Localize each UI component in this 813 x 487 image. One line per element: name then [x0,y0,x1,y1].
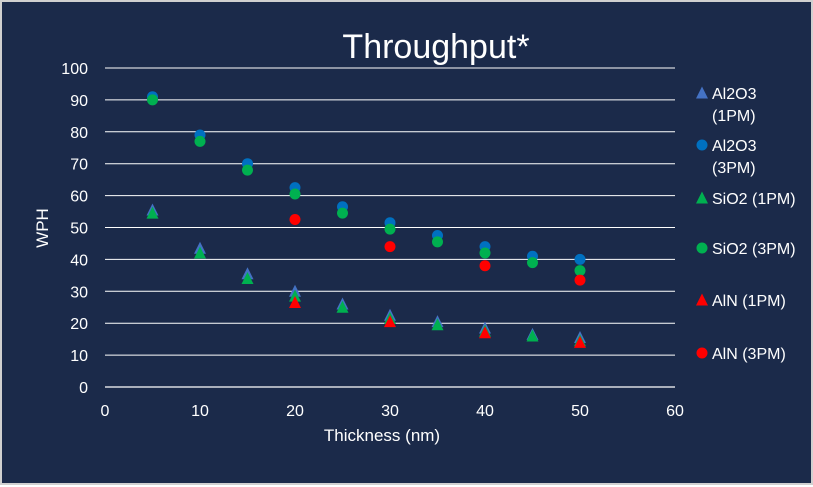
data-point [194,135,206,147]
x-tick-label: 10 [191,403,209,420]
y-tick-label: 20 [70,316,88,333]
data-point [526,329,539,342]
x-tick-label: 40 [476,403,494,420]
legend-marker [696,347,708,359]
data-point [479,260,491,272]
data-point [574,253,586,265]
data-point [289,214,301,226]
legend-label: AlN (1PM) [712,293,786,310]
data-point [574,274,586,286]
legend-item: AlN (1PM) [696,293,786,310]
data-point [146,206,159,219]
legend-item: SiO2 (1PM) [696,191,796,208]
legend-item: Al2O3 (1PM) [696,86,757,125]
x-tick-label: 30 [381,403,399,420]
legend-label: SiO2 (3PM) [712,241,796,258]
y-tick-label: 0 [79,380,88,397]
data-point [527,257,538,269]
series-5 [289,214,586,286]
y-tick-label: 50 [70,221,88,238]
x-tick-label: 0 [101,403,110,420]
data-point [289,295,301,308]
data-point [336,300,349,313]
chart-title: Throughput* [342,28,529,66]
series-0 [146,203,586,344]
x-tick-label: 20 [286,403,304,420]
x-tick-label: 50 [571,403,589,420]
y-tick-label: 10 [70,348,88,365]
data-point [574,335,586,348]
series-3 [147,94,586,277]
y-axis-ticks: 0 10 20 30 40 50 60 70 80 90 100 [61,61,88,397]
legend-marker [696,86,708,99]
data-point [337,207,348,219]
legend-label: Al2O3 [712,86,757,103]
data-point [242,164,253,176]
x-tick-label: 60 [666,403,684,420]
data-point [289,188,301,200]
legend-item: AlN (3PM) [696,346,786,363]
x-axis-label: Thickness (nm) [324,426,440,445]
data-point [432,236,443,248]
data-point [384,315,396,328]
y-tick-label: 100 [61,61,88,78]
legend-marker [696,191,708,204]
legend: Al2O3 (1PM) Al2O3 (3PM) SiO2 (1PM) SiO2 (3PM)… [696,86,796,363]
y-axis-label: WPH [33,208,52,248]
legend-label: AlN (3PM) [712,346,786,363]
y-tick-label: 90 [70,93,88,110]
series-1 [147,91,586,265]
data-point [147,94,158,106]
legend-label: (1PM) [712,108,756,125]
data-points [146,91,586,348]
data-point [384,223,396,235]
data-point [289,289,301,302]
legend-label: (3PM) [712,160,756,177]
y-tick-label: 80 [70,125,88,142]
legend-label: Al2O3 [712,138,757,155]
legend-marker [696,293,708,306]
data-point [241,272,254,285]
x-axis-ticks: 0 10 20 30 40 50 60 [101,403,684,420]
y-tick-label: 30 [70,284,88,301]
legend-marker [696,242,708,254]
legend-marker [696,139,708,151]
data-point [479,326,491,339]
data-point [431,318,444,331]
y-tick-label: 70 [70,157,88,174]
legend-item: SiO2 (3PM) [696,241,796,258]
legend-item: Al2O3 (3PM) [696,138,757,177]
series-4 [289,295,586,348]
legend-label: SiO2 (1PM) [712,191,796,208]
data-point [479,247,491,259]
data-point [574,265,586,277]
y-tick-label: 60 [70,189,88,206]
data-point [384,241,396,253]
data-point [194,246,206,259]
y-tick-label: 40 [70,252,88,269]
